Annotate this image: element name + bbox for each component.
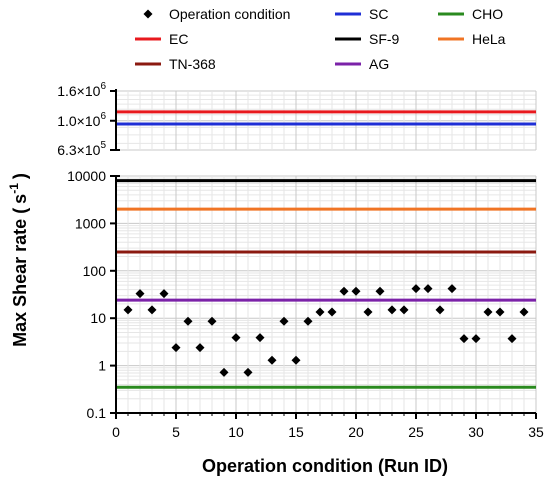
data-point — [135, 289, 145, 299]
data-point — [423, 284, 433, 294]
legend-label: SF-9 — [369, 31, 400, 47]
x-tick-label: 20 — [348, 424, 364, 440]
data-point — [303, 316, 313, 326]
data-point — [447, 284, 457, 294]
data-point — [507, 334, 517, 344]
legend-item-ec: EC — [135, 31, 188, 47]
y-tick-label: 100 — [83, 263, 107, 279]
data-point — [279, 316, 289, 326]
y-tick-label: 1.0×106 — [57, 111, 106, 129]
y-tick-label: 1 — [98, 358, 106, 374]
y-axis-title-exp: -1 — [7, 183, 21, 194]
data-point — [207, 316, 217, 326]
data-point — [471, 334, 481, 344]
data-point — [435, 305, 445, 315]
legend-label: TN-368 — [169, 56, 216, 72]
x-tick-label: 15 — [288, 424, 304, 440]
legend-item-operation-condition: Operation condition — [143, 6, 290, 22]
data-point — [327, 307, 337, 317]
x-tick-label: 30 — [468, 424, 484, 440]
x-axis-title: Operation condition (Run ID) — [202, 456, 448, 476]
y-tick-label: 10 — [90, 310, 106, 326]
y-tick-label: 0.1 — [87, 405, 107, 421]
data-point — [459, 334, 469, 344]
y-axis-title-unit: s — [10, 194, 30, 204]
x-tick-label: 0 — [112, 424, 120, 440]
y-axis-title-close: ) — [10, 173, 30, 179]
legend-label: Operation condition — [169, 6, 290, 22]
legend-label: AG — [369, 56, 389, 72]
x-tick-label: 35 — [528, 424, 544, 440]
x-tick-label: 5 — [172, 424, 180, 440]
axes: 0 5 10 15 20 25 30 35 0.1 1 10 100 1000 10000 6.3×105 1… — [57, 81, 544, 440]
data-point — [315, 307, 325, 317]
data-point — [231, 333, 241, 343]
data-point — [387, 305, 397, 315]
legend-item-tn-368: TN-368 — [135, 56, 216, 72]
data-point — [519, 307, 529, 317]
legend-label: HeLa — [472, 31, 506, 47]
legend-item-sf-9: SF-9 — [335, 31, 400, 47]
data-points — [123, 284, 529, 377]
y-tick-label: 1000 — [75, 215, 106, 231]
data-point — [123, 305, 133, 315]
data-point — [171, 343, 181, 353]
x-tick-label: 10 — [228, 424, 244, 440]
data-point — [195, 343, 205, 353]
legend-label: EC — [169, 31, 188, 47]
legend-item-hela: HeLa — [438, 31, 506, 47]
data-point — [399, 305, 409, 315]
data-point — [495, 307, 505, 317]
data-point — [339, 286, 349, 296]
data-point — [243, 367, 253, 377]
y-axis-title: Max Shear rate ( s-1) — [7, 173, 30, 347]
legend-label: CHO — [472, 6, 503, 22]
y-tick-label: 6.3×105 — [57, 140, 106, 158]
data-point — [483, 307, 493, 317]
reference-lines — [116, 110, 536, 389]
data-point — [255, 333, 265, 343]
data-point — [267, 355, 277, 365]
data-point — [363, 307, 373, 317]
legend: Operation condition EC TN-368 SC SF-9 AG CHO He… — [135, 6, 506, 72]
data-point — [159, 289, 169, 299]
y-axis-title-main: Max Shear rate ( — [10, 208, 30, 347]
data-point — [375, 286, 385, 296]
legend-label: SC — [369, 6, 388, 22]
data-point — [411, 284, 421, 294]
legend-item-ag: AG — [335, 56, 389, 72]
data-point — [219, 367, 229, 377]
y-tick-label: 10000 — [67, 168, 106, 184]
data-point — [351, 286, 361, 296]
legend-swatch — [143, 9, 153, 19]
data-point — [291, 355, 301, 365]
x-tick-label: 25 — [408, 424, 424, 440]
data-point — [183, 316, 193, 326]
data-point — [147, 305, 157, 315]
legend-item-sc: SC — [335, 6, 388, 22]
grid — [116, 90, 537, 414]
y-tick-label: 1.6×106 — [57, 81, 106, 99]
legend-item-cho: CHO — [438, 6, 503, 22]
